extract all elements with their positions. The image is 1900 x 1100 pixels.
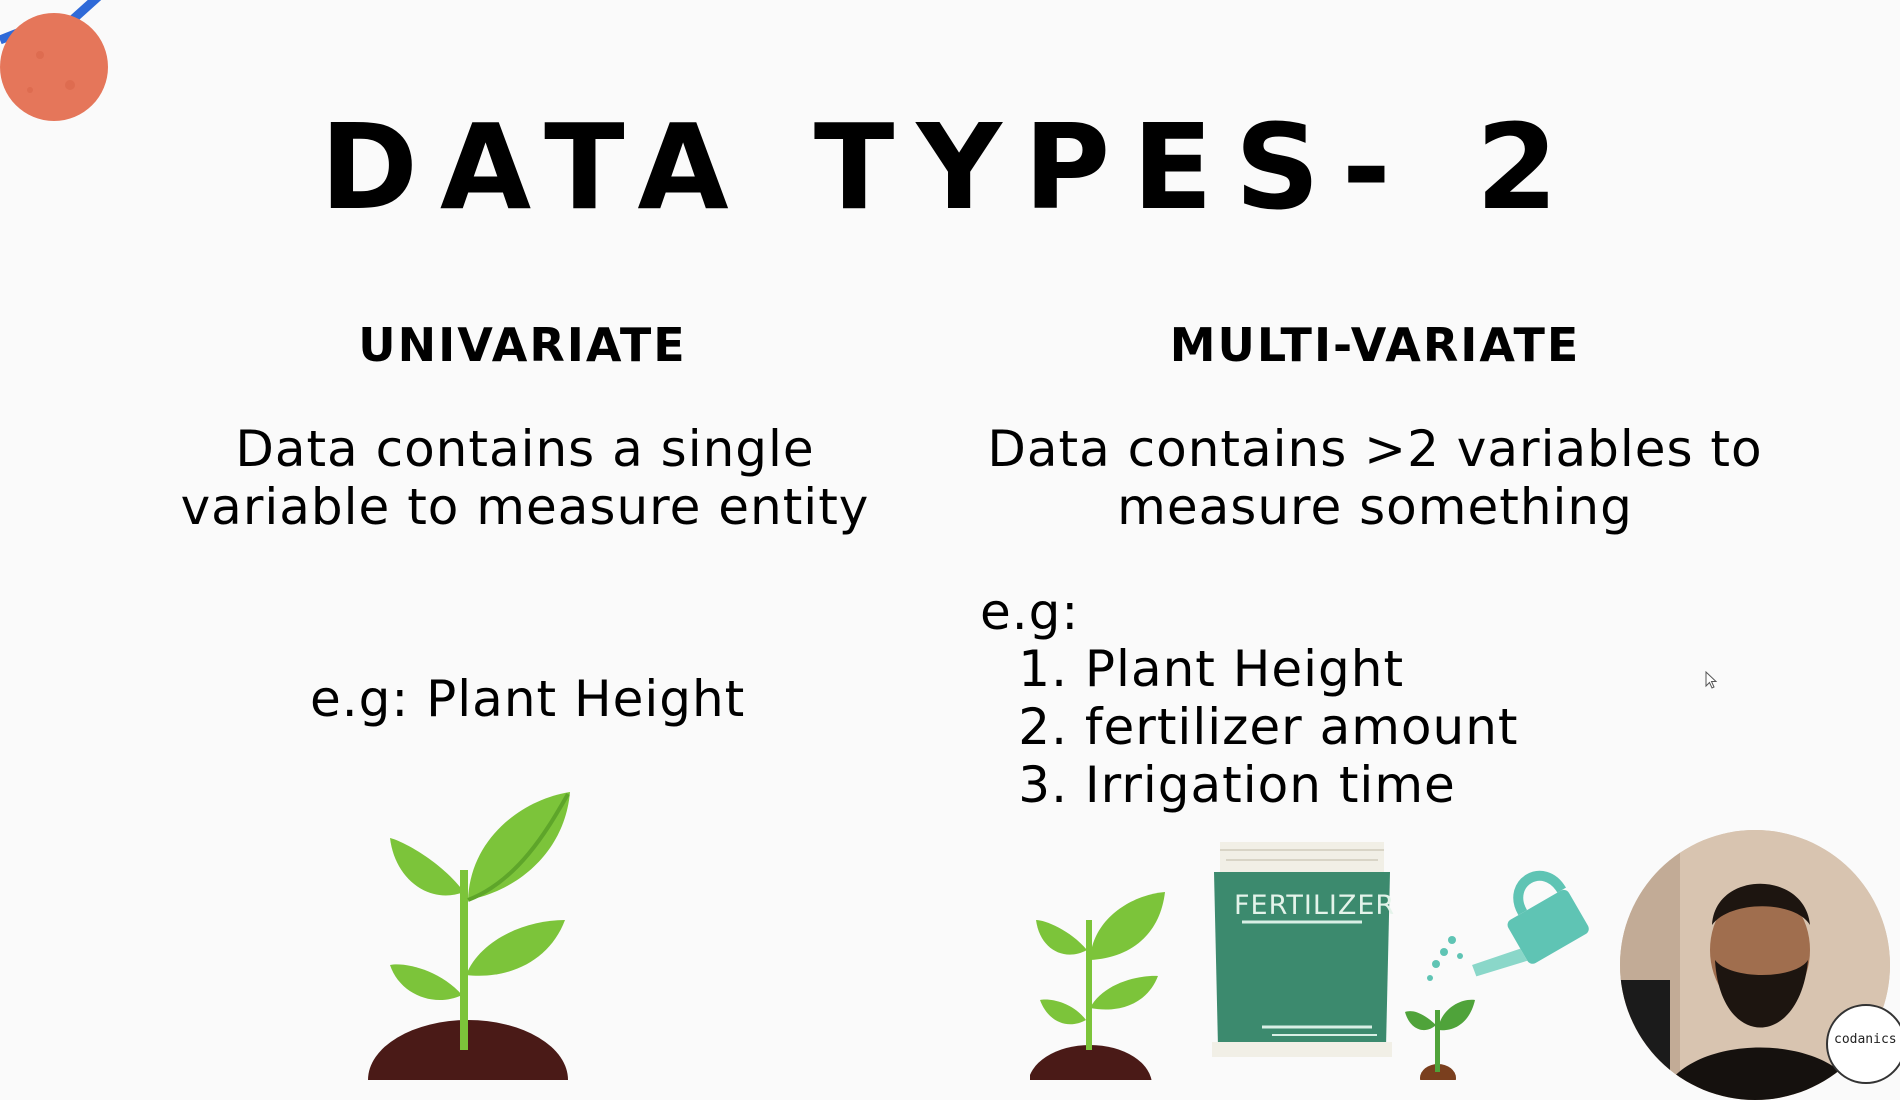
mouse-cursor-icon — [1705, 671, 1718, 689]
plant-illustration — [368, 792, 570, 1080]
bag-label: FERTILIZER — [1234, 890, 1396, 921]
univariate-description: Data contains a single variable to measu… — [130, 420, 920, 536]
slide-title: DATA TYPES- 2 — [319, 98, 1581, 236]
fertilizer-bag: FERTILIZER — [1212, 842, 1396, 1057]
multivariate-description: Data contains >2 variables to measure so… — [960, 420, 1790, 536]
list-item: 1. Plant Height — [1010, 640, 1518, 698]
watering-can-illustration — [1405, 870, 1589, 1080]
list-text: Plant Height — [1084, 640, 1405, 698]
small-plant-illustration — [1030, 892, 1165, 1080]
multivariate-example-list: 1. Plant Height 2. fertilizer amount 3. … — [1010, 640, 1518, 814]
list-number: 1. — [1018, 640, 1068, 698]
list-number: 2. — [1018, 698, 1068, 756]
univariate-example: e.g: Plant Height — [310, 670, 746, 728]
list-text: fertilizer amount — [1084, 698, 1519, 756]
brand-text: codanics — [1834, 1032, 1897, 1047]
presenter-webcam — [1620, 830, 1890, 1100]
univariate-heading: UNIVARIATE — [358, 318, 687, 372]
list-item: 2. fertilizer amount — [1010, 698, 1518, 756]
list-item: 3. Irrigation time — [1010, 756, 1518, 814]
list-text: Irrigation time — [1084, 756, 1456, 814]
multivariate-heading: MULTI-VARIATE — [1169, 318, 1581, 372]
brand-logo: codanics — [1826, 1004, 1900, 1084]
multivariate-example-label: e.g: — [980, 583, 1080, 641]
univariate-desc-line2: variable to measure entity — [180, 478, 870, 536]
multivariate-desc-line2: measure something — [1117, 478, 1633, 536]
list-number: 3. — [1018, 756, 1068, 814]
univariate-desc-line1: Data contains a single — [235, 420, 815, 478]
bag-shape — [1212, 842, 1392, 1057]
corner-ball-decoration — [0, 0, 108, 121]
multivariate-desc-line1: Data contains >2 variables to — [987, 420, 1763, 478]
